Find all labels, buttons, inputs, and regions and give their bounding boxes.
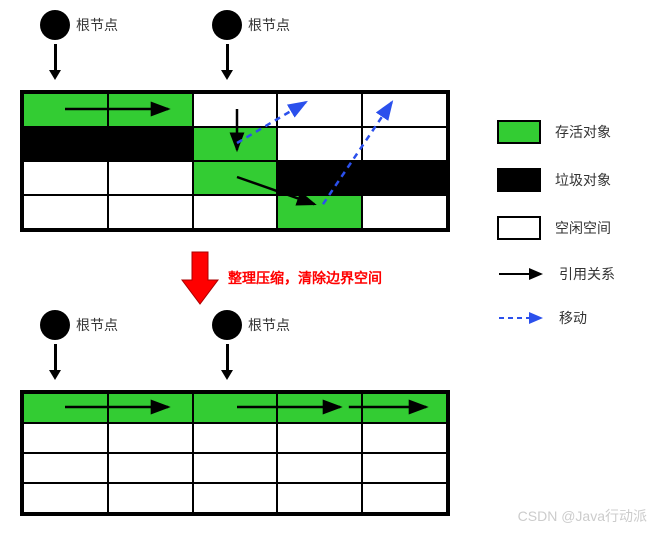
grid-cell xyxy=(193,393,278,423)
root-arrow-head-icon xyxy=(221,70,233,80)
stage-before: 根节点 根节点 xyxy=(20,10,450,232)
root-label: 根节点 xyxy=(76,315,118,335)
legend-garbage-label: 垃圾对象 xyxy=(555,170,611,190)
grid-cell xyxy=(277,93,362,127)
roots-bottom: 根节点 根节点 xyxy=(20,310,450,390)
grid-before xyxy=(20,90,450,232)
root-circle-icon xyxy=(40,310,70,340)
grid-cell xyxy=(108,483,193,513)
grid-cell xyxy=(362,453,447,483)
legend-free-label: 空闲空间 xyxy=(555,218,611,238)
grid-cell xyxy=(23,127,108,161)
legend-alive: 存活对象 xyxy=(497,120,637,144)
legend-reference-label: 引用关系 xyxy=(559,264,615,284)
root-label: 根节点 xyxy=(248,315,290,335)
legend: 存活对象 垃圾对象 空闲空间 引用关系 移动 xyxy=(497,120,637,352)
middle-text: 整理压缩，清除边界空间 xyxy=(228,268,382,288)
grid-cell xyxy=(362,93,447,127)
root-circle-icon xyxy=(40,10,70,40)
grid-cell xyxy=(193,423,278,453)
root-node: 根节点 xyxy=(212,10,290,45)
grid-cell xyxy=(193,161,278,195)
root-circle-icon xyxy=(212,10,242,40)
grid-cell xyxy=(277,195,362,229)
grid-cell xyxy=(23,423,108,453)
grid-cell xyxy=(362,483,447,513)
grid-cell xyxy=(277,127,362,161)
legend-free: 空闲空间 xyxy=(497,216,637,240)
root-arrow-stem xyxy=(226,344,229,372)
grid-cell xyxy=(193,93,278,127)
legend-move-label: 移动 xyxy=(559,308,587,328)
root-arrow-head-icon xyxy=(221,370,233,380)
grid-cell xyxy=(277,161,362,195)
grid-cell xyxy=(193,453,278,483)
stage-after: 根节点 根节点 xyxy=(20,310,450,516)
grid-cell xyxy=(193,195,278,229)
grid-cell xyxy=(277,393,362,423)
grid-cell xyxy=(193,483,278,513)
big-red-arrow-icon xyxy=(180,250,220,306)
middle-transition: 整理压缩，清除边界空间 xyxy=(180,250,382,306)
grid-cell xyxy=(23,393,108,423)
table-before xyxy=(22,92,448,230)
grid-cell xyxy=(108,93,193,127)
roots-top: 根节点 根节点 xyxy=(20,10,450,90)
dashed-arrow-icon xyxy=(497,308,549,328)
grid-cell xyxy=(362,161,447,195)
root-arrow-stem xyxy=(54,44,57,72)
root-circle-icon xyxy=(212,310,242,340)
legend-alive-label: 存活对象 xyxy=(555,122,611,142)
root-arrow-head-icon xyxy=(49,70,61,80)
root-label: 根节点 xyxy=(76,15,118,35)
root-arrow-stem xyxy=(54,344,57,372)
grid-cell xyxy=(23,93,108,127)
grid-after xyxy=(20,390,450,516)
grid-cell xyxy=(277,453,362,483)
grid-cell xyxy=(23,483,108,513)
swatch-green xyxy=(497,120,541,144)
grid-cell xyxy=(108,161,193,195)
grid-cell xyxy=(108,423,193,453)
grid-cell xyxy=(277,483,362,513)
swatch-black xyxy=(497,168,541,192)
table-after xyxy=(22,392,448,514)
grid-cell xyxy=(277,423,362,453)
grid-cell xyxy=(23,161,108,195)
grid-cell xyxy=(108,127,193,161)
swatch-white xyxy=(497,216,541,240)
grid-cell xyxy=(23,453,108,483)
grid-cell xyxy=(362,393,447,423)
root-arrow-stem xyxy=(226,44,229,72)
legend-move: 移动 xyxy=(497,308,637,328)
root-arrow-head-icon xyxy=(49,370,61,380)
grid-cell xyxy=(193,127,278,161)
grid-cell xyxy=(108,393,193,423)
watermark: CSDN @Java行动派 xyxy=(518,506,647,526)
solid-arrow-icon xyxy=(497,264,549,284)
root-node: 根节点 xyxy=(212,310,290,345)
root-node: 根节点 xyxy=(40,10,118,45)
root-label: 根节点 xyxy=(248,15,290,35)
grid-cell xyxy=(362,195,447,229)
legend-garbage: 垃圾对象 xyxy=(497,168,637,192)
grid-cell xyxy=(23,195,108,229)
legend-reference: 引用关系 xyxy=(497,264,637,284)
root-node: 根节点 xyxy=(40,310,118,345)
grid-cell xyxy=(362,423,447,453)
grid-cell xyxy=(108,453,193,483)
grid-cell xyxy=(108,195,193,229)
grid-cell xyxy=(362,127,447,161)
